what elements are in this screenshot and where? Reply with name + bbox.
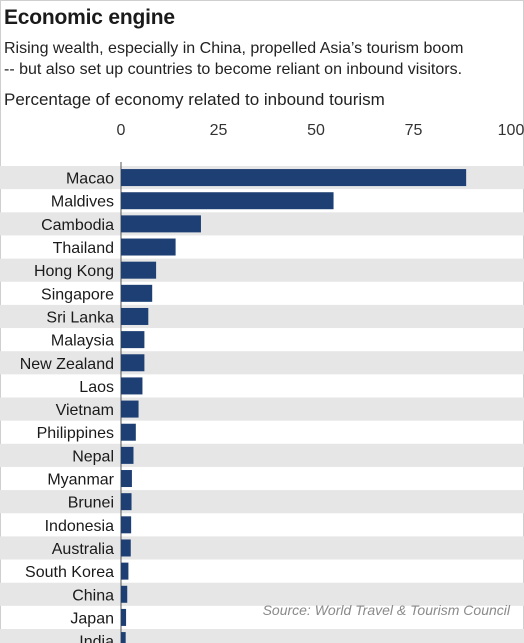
x-tick-label: 0 bbox=[117, 122, 126, 139]
bar bbox=[121, 516, 132, 534]
bar bbox=[121, 470, 132, 488]
bar bbox=[121, 192, 334, 210]
category-label: Malaysia bbox=[51, 333, 114, 350]
bar bbox=[121, 539, 131, 557]
category-label: Laos bbox=[79, 379, 114, 396]
row-stripe bbox=[0, 536, 524, 560]
category-label: Brunei bbox=[68, 495, 114, 512]
source-note: Source: World Travel & Tourism Council bbox=[262, 602, 510, 618]
bar bbox=[121, 562, 129, 580]
chart-title: Economic engine bbox=[4, 6, 175, 29]
category-label: Nepal bbox=[72, 448, 114, 465]
category-label: Vietnam bbox=[56, 402, 114, 419]
category-label: Singapore bbox=[41, 286, 114, 303]
x-tick-label: 100 bbox=[498, 122, 524, 139]
category-label: New Zealand bbox=[20, 356, 114, 373]
category-label: Macao bbox=[66, 171, 114, 188]
bar bbox=[121, 215, 201, 233]
category-label: Maldives bbox=[51, 194, 114, 211]
bar bbox=[121, 493, 132, 511]
x-tick-label: 75 bbox=[405, 122, 423, 139]
category-label: India bbox=[79, 634, 114, 643]
bar bbox=[121, 377, 143, 395]
category-label: Thailand bbox=[53, 240, 114, 257]
bar bbox=[121, 307, 149, 325]
bar bbox=[121, 261, 157, 279]
bar bbox=[121, 169, 467, 187]
chart-subtitle: Rising wealth, especially in China, prop… bbox=[4, 38, 524, 80]
subtitle-line-1: Rising wealth, especially in China, prop… bbox=[4, 40, 464, 57]
category-label: Myanmar bbox=[47, 472, 114, 489]
bar bbox=[121, 238, 176, 256]
category-label: Australia bbox=[52, 541, 114, 558]
row-stripe bbox=[0, 582, 524, 606]
bar bbox=[121, 423, 136, 441]
category-label: Indonesia bbox=[45, 518, 114, 535]
category-label: China bbox=[72, 587, 114, 604]
bar bbox=[121, 400, 139, 418]
bar bbox=[121, 354, 145, 372]
row-stripe bbox=[0, 629, 524, 643]
category-label: Sri Lanka bbox=[46, 309, 114, 326]
x-tick-label: 25 bbox=[210, 122, 228, 139]
bar bbox=[121, 284, 153, 302]
bar bbox=[121, 585, 128, 603]
category-label: Philippines bbox=[37, 425, 114, 442]
chart-label: Percentage of economy related to inbound… bbox=[4, 90, 385, 109]
category-label: Cambodia bbox=[41, 217, 114, 234]
x-tick-label: 50 bbox=[307, 122, 325, 139]
bar bbox=[121, 608, 127, 626]
category-label: Hong Kong bbox=[34, 263, 114, 280]
bar bbox=[121, 331, 145, 349]
subtitle-line-2: -- but also set up countries to become r… bbox=[4, 61, 463, 78]
category-label: Japan bbox=[70, 610, 114, 627]
category-label: South Korea bbox=[25, 564, 114, 581]
bar bbox=[121, 446, 134, 464]
bar bbox=[121, 632, 126, 643]
